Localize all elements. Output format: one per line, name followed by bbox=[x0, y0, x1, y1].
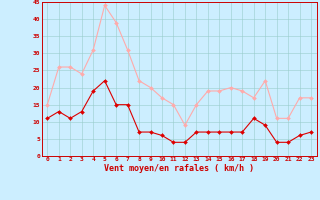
X-axis label: Vent moyen/en rafales ( km/h ): Vent moyen/en rafales ( km/h ) bbox=[104, 164, 254, 173]
